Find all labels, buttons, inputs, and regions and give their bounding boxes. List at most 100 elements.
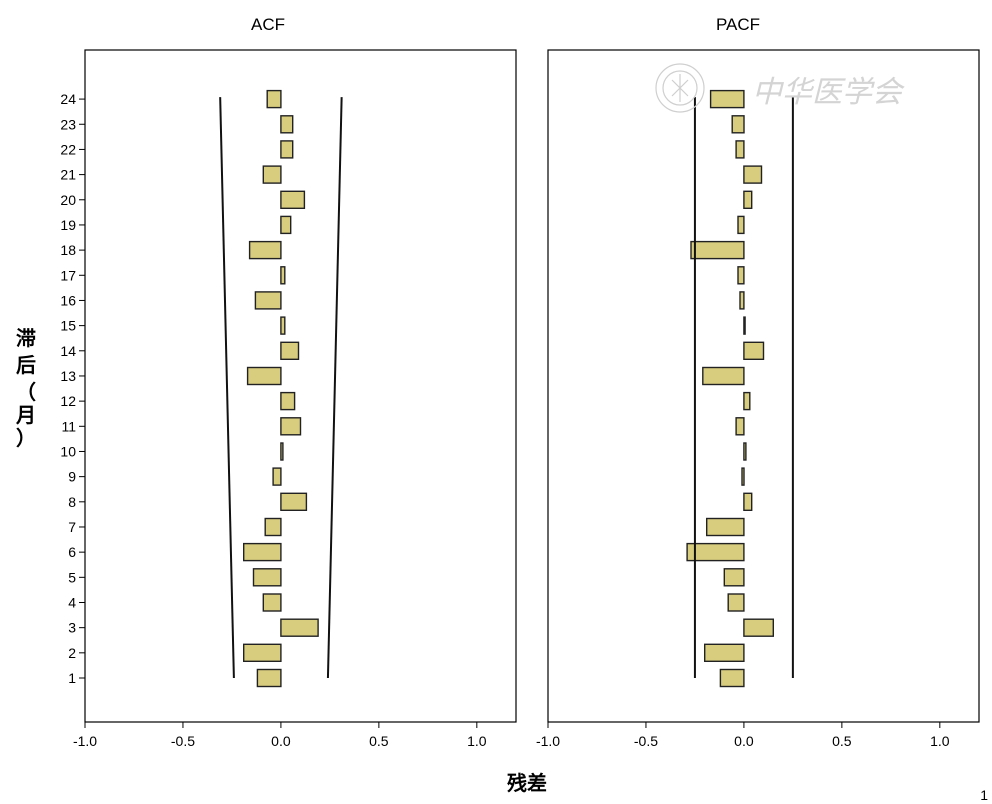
- acf-y-tick-label: 18: [60, 242, 76, 258]
- watermark: 中华医学会: [655, 63, 905, 113]
- pacf-bar-lag-6: [686, 542, 745, 562]
- page-mark: 1: [980, 787, 988, 803]
- acf-y-tick-label: 19: [60, 217, 76, 233]
- acf-bar-lag-24: [266, 89, 282, 109]
- pacf-x-tick-label: 0.5: [832, 733, 852, 749]
- y-axis-label: 滞 后 （ 月 ）: [15, 326, 36, 450]
- acf-bar-lag-14: [280, 341, 300, 360]
- y-axis-label-char: 月: [15, 403, 36, 427]
- acf-y-tick-label: 22: [60, 141, 76, 157]
- acf-y-tick-label: 23: [60, 116, 76, 132]
- acf-x-tick-label: 1.0: [467, 733, 487, 749]
- pacf-x-tick-label: 1.0: [930, 733, 950, 749]
- x-axis-label: 残差: [507, 771, 547, 795]
- acf-y-tick-label: 3: [68, 620, 76, 636]
- acf-bar-lag-3: [280, 618, 319, 637]
- acf-bar-lag-9: [272, 467, 282, 486]
- acf-title: ACF: [251, 15, 285, 34]
- pacf-bar-lag-9: [741, 467, 745, 486]
- acf-y-tick-label: 24: [60, 91, 76, 107]
- acf-lower-confidence-line: [219, 97, 235, 679]
- acf-bar-lag-8: [280, 492, 308, 511]
- pacf-bar-lag-11: [735, 417, 745, 436]
- pacf-bar-lag-20: [743, 190, 753, 210]
- acf-y-tick-label: 21: [60, 167, 76, 183]
- pacf-title: PACF: [716, 15, 760, 34]
- acf-y-tick-label: 2: [68, 645, 76, 661]
- acf-bar-lag-15: [280, 316, 286, 335]
- acf-x-tick-label: -0.5: [171, 733, 195, 749]
- acf-bar-lag-5: [252, 568, 282, 587]
- pacf-bar-lag-2: [704, 643, 745, 662]
- pacf-bar-lag-1: [719, 668, 745, 688]
- acf-y-tick-label: 6: [68, 544, 76, 560]
- acf-x-tick-label: 0.0: [271, 733, 291, 749]
- acf-bar-lag-6: [242, 542, 282, 562]
- acf-y-tick-label: 10: [60, 443, 76, 459]
- acf-y-tick-label: 5: [68, 569, 76, 585]
- acf-bar-lag-19: [280, 215, 292, 235]
- acf-x-tick-label: 0.5: [369, 733, 389, 749]
- pacf-x-tick-label: -0.5: [634, 733, 658, 749]
- acf-y-tick-label: 17: [60, 267, 76, 283]
- acf-y-tick-label: 12: [60, 393, 76, 409]
- pacf-bar-lag-3: [743, 618, 775, 637]
- acf-bar-lag-10: [280, 442, 284, 461]
- pacf-x-ticks: -1.0 -0.5 0.0 0.5 1.0: [536, 722, 950, 749]
- pacf-bar-lag-14: [743, 341, 765, 360]
- acf-y-tick-label: 15: [60, 318, 76, 334]
- pacf-bar-lag-19: [737, 215, 745, 235]
- acf-y-tick-label: 16: [60, 292, 76, 308]
- pacf-plot-frame: [547, 49, 980, 723]
- y-axis-label-char: ）: [16, 426, 36, 450]
- acf-bar-lag-2: [242, 643, 282, 662]
- acf-plot-frame: [84, 49, 517, 723]
- pacf-bar-lag-7: [706, 517, 745, 537]
- acf-x-ticks: -1.0 -0.5 0.0 0.5 1.0: [73, 722, 487, 749]
- acf-bar-lag-17: [280, 266, 286, 285]
- acf-y-tick-label: 20: [60, 192, 76, 208]
- acf-bar-lag-20: [280, 190, 306, 210]
- acf-bar-lag-18: [248, 240, 282, 260]
- acf-bar-lag-23: [280, 115, 294, 134]
- acf-y-tick-label: 9: [68, 469, 76, 485]
- acf-y-tick-label: 1: [68, 670, 76, 686]
- acf-y-tick-label: 8: [68, 494, 76, 510]
- pacf-panel: PACF -1.0 -0.5 0.0 0.5 1.0: [536, 15, 980, 749]
- acf-upper-confidence-line: [326, 97, 343, 679]
- acf-x-tick-label: -1.0: [73, 733, 97, 749]
- acf-y-tick-label: 4: [68, 594, 76, 610]
- pacf-bar-lag-18: [690, 240, 745, 260]
- acf-confidence-band: [219, 97, 343, 679]
- pacf-confidence-band: [693, 97, 794, 678]
- acf-bar-lag-22: [280, 140, 294, 159]
- acf-bar-lag-4: [262, 593, 282, 612]
- acf-y-tick-label: 11: [61, 418, 76, 434]
- y-axis-label-char: 滞: [16, 326, 36, 350]
- acf-bars: [242, 89, 319, 688]
- acf-bar-lag-12: [280, 391, 296, 411]
- watermark-text: 中华医学会: [752, 75, 905, 110]
- pacf-bar-lag-15: [743, 316, 746, 335]
- y-axis-label-char: （: [16, 380, 36, 404]
- pacf-bar-lag-16: [739, 291, 745, 310]
- pacf-bar-lag-23: [731, 115, 745, 134]
- pacf-x-tick-label: 0.0: [734, 733, 754, 749]
- pacf-bar-lag-17: [737, 266, 745, 285]
- acf-y-tick-label: 14: [60, 343, 76, 359]
- acf-bar-lag-7: [264, 517, 282, 537]
- pacf-bar-lag-12: [743, 391, 751, 411]
- acf-panel: ACF 123456789101112131415161718192021222…: [60, 15, 517, 749]
- pacf-bar-lag-22: [735, 140, 745, 159]
- seal-logo-icon: [655, 63, 705, 113]
- pacf-bar-lag-4: [727, 593, 745, 612]
- pacf-bar-lag-5: [723, 568, 745, 587]
- y-axis-label-char: 后: [16, 353, 36, 377]
- pacf-bar-lag-13: [702, 366, 745, 386]
- pacf-bars: [686, 89, 775, 688]
- acf-y-tick-label: 13: [60, 368, 76, 384]
- pacf-bar-lag-21: [743, 165, 763, 184]
- acf-bar-lag-1: [256, 668, 282, 688]
